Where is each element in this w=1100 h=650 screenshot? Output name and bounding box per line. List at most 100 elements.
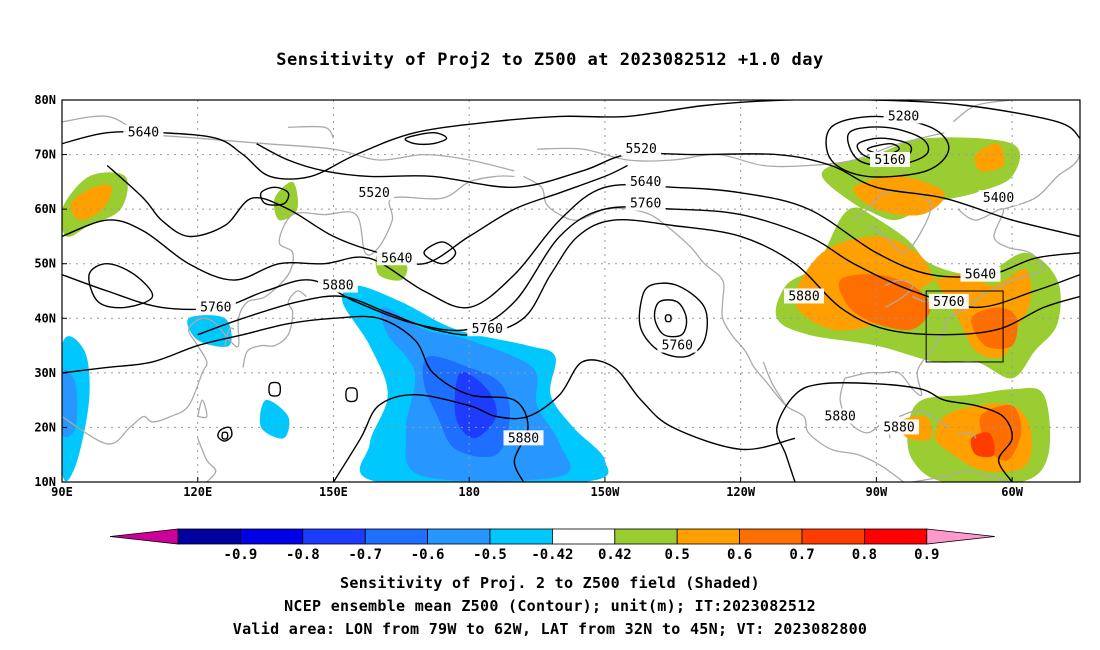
contour-line — [404, 131, 448, 146]
contour-line — [197, 218, 1080, 336]
lat-tick-label: 30N — [34, 366, 56, 380]
contour-label-bg — [928, 293, 969, 309]
contour-label-bg — [784, 288, 825, 304]
colorbar-tick-label: -0.8 — [286, 547, 320, 563]
contour-label: 5880 — [825, 410, 856, 425]
sensitivity-patch — [974, 143, 1005, 172]
colorbar-tick-label: -0.42 — [531, 547, 573, 563]
coastline-segment — [62, 175, 515, 445]
colorbar-high-arrow — [926, 528, 995, 545]
contour-label: 5880 — [322, 279, 353, 294]
colorbar-tick-label: -0.9 — [224, 547, 258, 563]
lon-tick-label: 120E — [183, 485, 212, 499]
contour-line — [847, 126, 930, 167]
contour-label: 5760 — [630, 197, 661, 212]
sensitivity-patch — [838, 274, 931, 331]
colorbar-swatch — [801, 528, 865, 545]
coastline-segment — [62, 115, 515, 172]
coastline-segment — [197, 438, 217, 482]
sensitivity-patch — [971, 307, 1018, 349]
lat-tick-label: 50N — [34, 257, 56, 271]
lon-tick-label: 180 — [458, 485, 480, 499]
contour-line — [88, 262, 154, 309]
colorbar-tick-label: -0.5 — [473, 547, 507, 563]
z500-contours — [62, 100, 1080, 482]
contour-label: 5640 — [630, 175, 661, 190]
coastline-segment — [912, 470, 1013, 482]
colorbar-low-arrow — [109, 528, 179, 545]
contour-label-bg — [978, 190, 1019, 206]
coastline-segment — [952, 100, 1013, 123]
sensitivity-patch — [187, 315, 232, 347]
contour-label-bg — [467, 321, 508, 337]
contour-label: 5640 — [128, 126, 159, 141]
contour-label-bg — [621, 141, 662, 157]
contour-line — [776, 382, 1013, 482]
contour-line — [62, 315, 529, 482]
colorbar-swatch — [864, 528, 928, 545]
contour-label-bg — [123, 124, 164, 140]
sensitivity-patch — [62, 369, 78, 438]
colorbar-tick-label: 0.8 — [852, 547, 877, 563]
colorbar-swatch — [364, 528, 429, 545]
lon-tick-label: 60W — [1001, 485, 1023, 499]
contour-label: 5760 — [933, 295, 964, 310]
contour-label-bg — [376, 250, 417, 266]
lat-tick-label: 10N — [34, 475, 56, 489]
coastline-segment — [288, 125, 335, 139]
contour-label: 5640 — [381, 251, 412, 266]
valid-area-rect — [925, 290, 1004, 363]
contour-line — [345, 387, 358, 403]
colorbar-tick-label: 0.9 — [914, 547, 939, 563]
sensitivity-patch — [70, 184, 113, 221]
contour-label-bg — [657, 337, 698, 353]
footer-valid-area-caption: Valid area: LON from 79W to 62W, LAT fro… — [232, 620, 868, 638]
map-plot-area: 5640552056405880576057605520564057605760… — [62, 100, 1080, 482]
contour-line — [825, 115, 950, 178]
coastline-segment — [885, 279, 914, 308]
contour-label: 5760 — [200, 300, 231, 315]
contour-label: 5760 — [662, 339, 693, 354]
coastline-segment — [898, 410, 950, 428]
lon-tick-label: 150E — [319, 485, 348, 499]
colorbar-swatch — [552, 528, 616, 545]
map-frame — [61, 99, 1081, 483]
contour-label: 5280 — [888, 109, 919, 124]
contour-label: 5760 — [472, 322, 503, 337]
contour-label: 5640 — [965, 268, 996, 283]
contour-label-bg — [869, 152, 910, 168]
lon-tick-label: 90E — [51, 485, 73, 499]
contour-label-bg — [354, 184, 395, 200]
contour-label-bg — [820, 408, 861, 424]
contour-line — [332, 359, 796, 482]
contour-line — [221, 431, 229, 440]
coastline-segment — [197, 399, 208, 419]
contour-label-bg — [503, 430, 544, 446]
valid-area-box — [925, 290, 1004, 363]
contour-line — [106, 164, 628, 265]
colorbar-swatch — [302, 528, 366, 545]
lat-tick-label: 40N — [34, 311, 56, 325]
contour-label-bg — [960, 266, 1001, 282]
lon-tick-label: 150W — [590, 485, 620, 499]
lat-tick-label: 80N — [34, 93, 56, 107]
contour-label: 5880 — [788, 289, 819, 304]
sensitivity-patch — [454, 371, 497, 439]
colorbar-swatch — [177, 528, 241, 545]
sensitivity-patch — [970, 432, 995, 458]
coastline-segment — [853, 190, 932, 254]
coastline-segment — [762, 361, 787, 406]
contour-line — [62, 184, 1080, 309]
colorbar-swatch — [739, 528, 803, 545]
contour-label: 5520 — [359, 186, 390, 201]
coastline-segment — [224, 327, 235, 346]
contour-label: 5880 — [883, 420, 914, 435]
contour-label: 5880 — [508, 431, 539, 446]
contour-label-bg — [625, 195, 666, 211]
coastline-segment — [957, 431, 977, 439]
contour-label-bg — [879, 419, 920, 435]
footer-shading-caption: Sensitivity of Proj. 2 to Z500 field (Sh… — [340, 574, 760, 592]
sensitivity-patch — [259, 399, 290, 439]
